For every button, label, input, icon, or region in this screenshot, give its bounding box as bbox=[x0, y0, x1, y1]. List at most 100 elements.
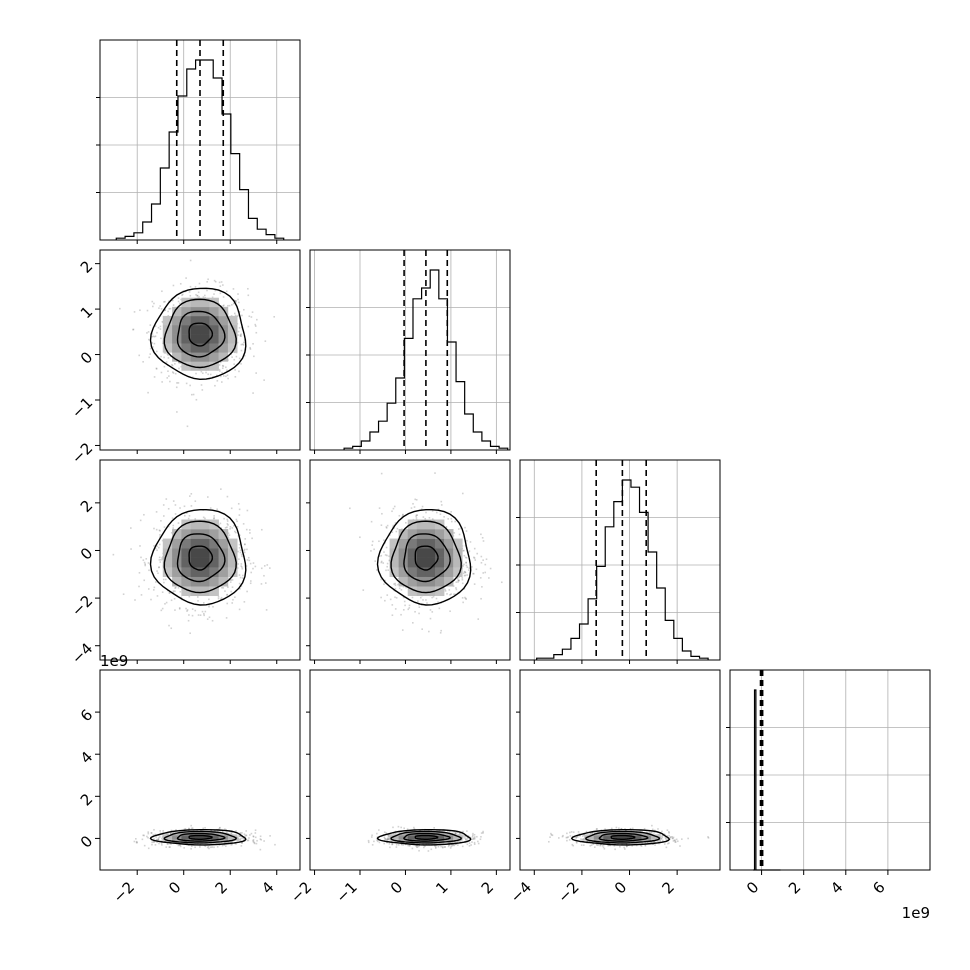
scatter-point bbox=[243, 548, 246, 551]
scatter-point bbox=[225, 290, 228, 293]
contour-line bbox=[163, 830, 237, 844]
density-bin bbox=[398, 834, 409, 837]
density-bin bbox=[181, 538, 191, 549]
scatter-point bbox=[378, 540, 380, 543]
scatter-point bbox=[172, 527, 174, 529]
scatter-point bbox=[462, 549, 464, 552]
scatter-point bbox=[423, 846, 425, 849]
scatter-point bbox=[465, 598, 467, 600]
scatter-point bbox=[388, 835, 390, 838]
scatter-point bbox=[144, 563, 146, 565]
scatter-point bbox=[244, 543, 246, 546]
density-bin bbox=[218, 838, 229, 841]
density-bin bbox=[218, 306, 229, 317]
scatter-point bbox=[163, 515, 165, 517]
scatter-point bbox=[463, 570, 466, 573]
scatter-point bbox=[458, 579, 460, 582]
scatter-point bbox=[462, 834, 465, 837]
scatter-point bbox=[234, 376, 237, 378]
density-bin bbox=[435, 548, 445, 558]
scatter-point bbox=[415, 515, 417, 518]
scatter-point bbox=[243, 833, 246, 836]
scatter-point bbox=[243, 601, 246, 603]
scatter-point bbox=[154, 844, 157, 846]
density-bin bbox=[181, 835, 191, 838]
scatter-point bbox=[143, 844, 146, 847]
density-bin bbox=[181, 834, 191, 837]
scatter-point bbox=[222, 305, 224, 307]
scatter-point bbox=[227, 524, 229, 526]
scatter-point bbox=[169, 307, 172, 310]
scatter-point bbox=[166, 353, 169, 355]
y-tick-label: −2 bbox=[68, 592, 96, 620]
scatter-point bbox=[419, 596, 422, 599]
scatter-point bbox=[462, 601, 464, 604]
panel-frame bbox=[99, 39, 301, 241]
scatter-point bbox=[162, 578, 165, 581]
scatter-point bbox=[247, 556, 250, 559]
scatter-point bbox=[362, 589, 365, 591]
scatter-point bbox=[394, 832, 397, 835]
scatter-point bbox=[461, 597, 464, 599]
scatter-point bbox=[158, 566, 160, 569]
panel-content bbox=[367, 825, 484, 852]
scatter-point bbox=[166, 843, 169, 845]
x-tick-label: 4 bbox=[827, 878, 846, 897]
density-bin bbox=[209, 334, 219, 344]
density-bin bbox=[200, 837, 210, 840]
scatter-point bbox=[201, 389, 204, 391]
scatter-point bbox=[231, 527, 234, 529]
scatter-point bbox=[249, 532, 251, 534]
density-bin bbox=[181, 343, 191, 353]
scatter-point bbox=[204, 517, 206, 520]
panel-frame bbox=[519, 459, 721, 661]
scatter-point bbox=[240, 565, 242, 567]
scatter-point bbox=[666, 835, 668, 837]
scatter-point bbox=[168, 592, 171, 594]
density-bin bbox=[181, 352, 191, 362]
scatter-point bbox=[443, 516, 445, 518]
scatter-point bbox=[473, 833, 476, 836]
scatter-point bbox=[161, 558, 164, 561]
scatter-point bbox=[163, 301, 165, 303]
scatter-point bbox=[153, 342, 156, 345]
scatter-point bbox=[239, 334, 242, 336]
scatter-point bbox=[220, 527, 223, 529]
scatter-point bbox=[464, 571, 466, 573]
scatter-point bbox=[238, 543, 241, 546]
scatter-point bbox=[226, 593, 228, 596]
scatter-point bbox=[482, 559, 484, 561]
scatter-point bbox=[245, 834, 248, 837]
scatter-point bbox=[241, 842, 243, 844]
scatter-point bbox=[383, 583, 385, 585]
scatter-point bbox=[252, 841, 255, 843]
scatter-point bbox=[238, 558, 240, 560]
scatter-point bbox=[273, 316, 276, 318]
density-bin bbox=[181, 529, 191, 539]
scatter-point bbox=[385, 546, 388, 549]
scatter-point bbox=[477, 840, 479, 843]
scatter-point bbox=[384, 579, 387, 582]
scatter-point bbox=[208, 616, 211, 619]
scatter-point bbox=[188, 515, 191, 517]
scatter-point bbox=[237, 334, 239, 336]
density-bin bbox=[407, 567, 418, 577]
scatter-point bbox=[213, 515, 215, 517]
density-bin bbox=[218, 834, 229, 837]
contour-line bbox=[188, 322, 214, 347]
scatter-point bbox=[230, 833, 232, 835]
scatter-point bbox=[674, 841, 676, 843]
density-bin bbox=[435, 840, 445, 843]
scatter-point bbox=[175, 829, 177, 831]
scatter-point bbox=[165, 601, 168, 604]
scatter-point bbox=[388, 838, 390, 840]
scatter-point bbox=[147, 391, 149, 394]
scatter-point bbox=[447, 830, 449, 833]
scatter-point bbox=[233, 300, 236, 302]
scatter-point bbox=[387, 838, 389, 841]
scatter-point bbox=[237, 502, 240, 505]
scatter-point bbox=[393, 583, 395, 585]
scatter-point bbox=[232, 288, 235, 290]
scatter-point bbox=[259, 835, 262, 838]
scatter-point bbox=[473, 583, 476, 585]
